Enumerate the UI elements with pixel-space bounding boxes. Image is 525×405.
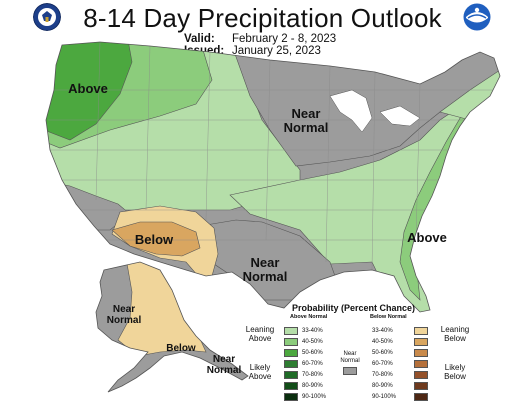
legend-swatch-below-4 <box>414 360 428 368</box>
label-above-west: Above <box>68 81 108 96</box>
great-lakes-east <box>379 105 421 127</box>
legend-range-below-3: 50-60% <box>372 350 393 356</box>
label-near-normal-north: Near Normal <box>283 106 329 135</box>
legend-swatch-below-6 <box>414 382 428 390</box>
legend-range-above-3: 50-60% <box>302 350 323 356</box>
page-title: 8-14 Day Precipitation Outlook <box>83 3 442 33</box>
alaska-outline <box>95 261 249 393</box>
doc-seal-icon <box>33 3 61 31</box>
great-lakes <box>329 89 373 133</box>
probability-legend: Probability (Percent Chance) Above Norma… <box>240 303 525 405</box>
label-below-southwest: Below <box>134 232 174 247</box>
legend-range-below-1: 33-40% <box>372 328 393 334</box>
valid-label: Valid: <box>184 33 215 45</box>
legend-range-below-4: 60-70% <box>372 361 393 367</box>
legend-leaning-above: Leaning Above <box>245 325 275 343</box>
label-near-normal-se-alaska: Near Normal <box>206 354 242 376</box>
legend-swatch-above-5 <box>284 371 298 379</box>
valid-value: February 2 - 8, 2023 <box>232 33 337 45</box>
legend-below-header: Below Normal <box>370 314 407 320</box>
legend-range-below-6: 80-90% <box>372 383 393 389</box>
legend-likely-below: Likely Below <box>444 363 466 381</box>
legend-range-above-7: 90-100% <box>302 394 327 400</box>
legend-title: Probability (Percent Chance) <box>292 303 416 313</box>
legend-swatch-above-6 <box>284 382 298 390</box>
region-below-40-50-southwest <box>111 221 201 257</box>
legend-swatch-above-4 <box>284 360 298 368</box>
noaa-logo-icon <box>463 3 491 31</box>
state-borders <box>48 42 500 271</box>
legend-range-above-5: 70-80% <box>302 372 323 378</box>
legend-above-header: Above Normal <box>290 314 328 320</box>
conus-outline <box>45 41 501 313</box>
legend-range-below-2: 40-50% <box>372 339 393 345</box>
legend-swatch-below-1 <box>414 327 428 335</box>
legend-swatch-below-2 <box>414 338 428 346</box>
legend-range-below-7: 90-100% <box>372 394 397 400</box>
label-above-southeast: Above <box>407 230 447 245</box>
legend-range-below-5: 70-80% <box>372 372 393 378</box>
legend-swatch-below-5 <box>414 371 428 379</box>
legend-swatch-near-normal <box>343 367 357 375</box>
legend-range-above-4: 60-70% <box>302 361 323 367</box>
label-near-normal-texas: Near Normal <box>242 255 288 284</box>
label-near-normal-alaska: Near Normal <box>106 304 142 326</box>
legend-leaning-below: Leaning Below <box>440 325 470 343</box>
legend-range-above-1: 33-40% <box>302 328 323 334</box>
label-below-alaska: Below <box>166 343 196 354</box>
legend-range-above-2: 40-50% <box>302 339 323 345</box>
legend-swatch-above-3 <box>284 349 298 357</box>
legend-near-normal-label: Near Normal <box>340 351 360 364</box>
legend-likely-above: Likely Above <box>248 363 272 381</box>
legend-swatch-below-7 <box>414 393 428 401</box>
legend-swatch-below-3 <box>414 349 428 357</box>
issued-value: January 25, 2023 <box>232 45 321 57</box>
legend-swatch-above-1 <box>284 327 298 335</box>
legend-swatch-above-2 <box>284 338 298 346</box>
legend-range-above-6: 80-90% <box>302 383 323 389</box>
legend-swatch-above-7 <box>284 393 298 401</box>
valid-line: Valid: February 2 - 8, 2023 <box>184 33 336 45</box>
